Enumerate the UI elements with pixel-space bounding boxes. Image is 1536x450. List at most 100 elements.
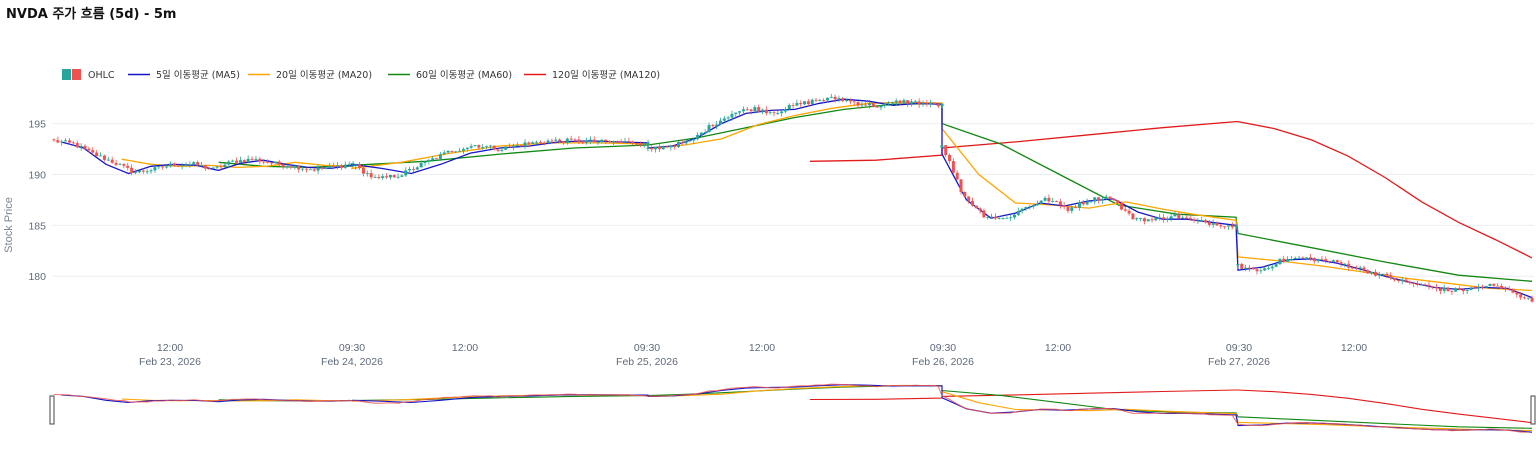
candle: [1020, 207, 1024, 214]
ma60-line: [218, 102, 1533, 282]
ma120-line: [809, 120, 1533, 259]
candle: [465, 147, 469, 152]
candle: [711, 124, 715, 128]
candle: [764, 106, 768, 116]
legend-item-ma120[interactable]: 120일 이동평균 (MA120): [524, 70, 660, 81]
candle: [906, 100, 910, 108]
candle: [343, 161, 347, 169]
candle: [1454, 287, 1458, 292]
candle: [1507, 285, 1511, 291]
candle: [388, 174, 392, 180]
candle: [438, 152, 442, 161]
candle: [1142, 217, 1146, 225]
slider-handle-left[interactable]: [49, 395, 55, 425]
candle: [860, 101, 864, 108]
legend-swatch-down: [72, 69, 81, 80]
x-tick-label: 12:00: [1045, 342, 1071, 354]
candle: [504, 146, 508, 150]
candle: [1503, 286, 1507, 292]
candle: [1032, 204, 1036, 209]
candle: [442, 150, 446, 155]
candle: [157, 165, 161, 170]
candle: [757, 104, 761, 113]
x-tick-label: 12:00: [157, 342, 183, 354]
candlestick-layer: [52, 93, 1534, 303]
slider-handle-right[interactable]: [1530, 395, 1536, 425]
candle: [369, 169, 373, 180]
candle: [293, 164, 297, 170]
candle: [619, 139, 623, 143]
candle: [1438, 287, 1442, 295]
candle: [783, 107, 787, 114]
candle: [1286, 256, 1290, 262]
candle: [1522, 296, 1526, 300]
candle: [940, 145, 944, 148]
candle: [215, 166, 219, 171]
candle: [411, 166, 415, 173]
legend-item-ma60[interactable]: 60일 이동평균 (MA60): [388, 70, 512, 81]
candle: [955, 170, 959, 181]
candle: [262, 159, 266, 165]
candle: [219, 163, 223, 170]
candle: [749, 108, 753, 115]
slider-ma20-line: [121, 384, 1533, 432]
candle: [172, 162, 176, 167]
candle: [550, 138, 554, 144]
slider-track[interactable]: [52, 379, 1534, 440]
candle: [780, 110, 784, 117]
candle: [64, 138, 68, 142]
candle: [673, 144, 677, 150]
candle: [273, 161, 277, 164]
legend-item-ma20[interactable]: 20일 이동평균 (MA20): [248, 70, 372, 81]
candle: [1089, 200, 1093, 203]
candle: [258, 156, 262, 165]
candle: [542, 141, 546, 146]
candle: [654, 146, 658, 153]
candle: [864, 101, 868, 108]
candle: [153, 163, 157, 173]
candle: [1427, 281, 1431, 290]
candle: [1131, 212, 1135, 220]
candle: [913, 99, 917, 105]
x-tick-label: 12:00: [1341, 342, 1367, 354]
legend-item-ma5[interactable]: 5일 이동평균 (MA5): [128, 70, 240, 81]
candle: [573, 138, 577, 143]
ma5-line: [60, 98, 1533, 299]
candle: [669, 144, 673, 151]
candle: [192, 161, 196, 166]
candle: [1104, 194, 1108, 201]
legend-label: 20일 이동평균 (MA20): [276, 70, 372, 81]
candle: [1469, 286, 1473, 291]
candle: [1335, 259, 1339, 264]
range-slider[interactable]: [49, 379, 1536, 440]
candle: [1370, 271, 1374, 275]
legend-item-ohlc[interactable]: OHLC: [62, 69, 115, 81]
candle: [929, 99, 933, 108]
candle: [993, 213, 997, 220]
candle: [130, 164, 134, 176]
candle: [450, 150, 454, 153]
candle: [1028, 205, 1032, 210]
candle: [289, 165, 293, 170]
candle: [446, 150, 450, 154]
candle: [1116, 199, 1120, 205]
candle: [772, 109, 776, 117]
legend[interactable]: OHLC 5일 이동평균 (MA5) 20일 이동평균 (MA20) 60일 이동평균…: [62, 69, 660, 81]
candle: [188, 161, 192, 168]
candle: [1005, 216, 1009, 219]
candle: [615, 140, 619, 142]
candle: [1058, 198, 1062, 209]
candle: [1492, 283, 1496, 288]
candle: [535, 140, 539, 145]
candle: [1320, 255, 1324, 261]
candle: [250, 156, 254, 161]
candle: [246, 155, 250, 163]
candle: [419, 160, 423, 168]
x-tick-label: 09:30: [634, 342, 660, 354]
candle: [1362, 265, 1366, 274]
candle: [1177, 212, 1181, 220]
candle: [339, 163, 343, 171]
candle: [967, 196, 971, 204]
candle: [611, 140, 615, 145]
candle: [814, 97, 818, 103]
